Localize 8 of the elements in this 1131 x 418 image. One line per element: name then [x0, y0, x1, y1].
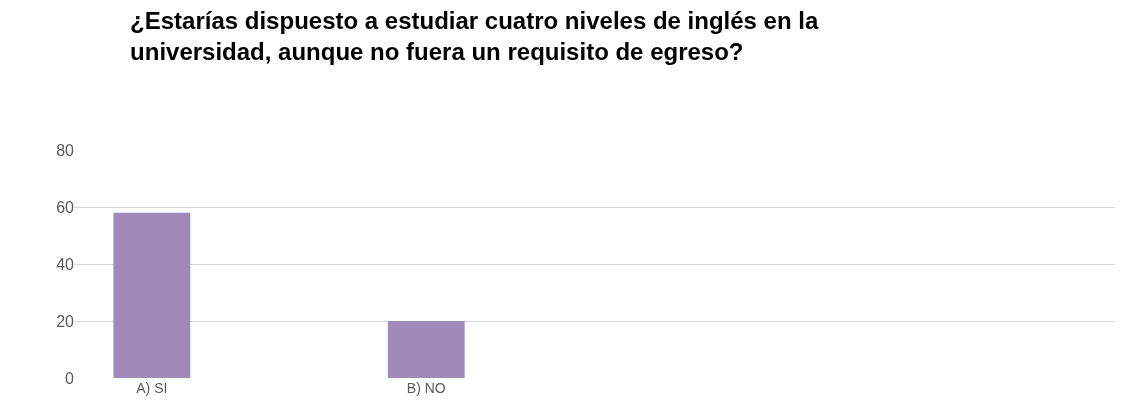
y-tick-label: 80: [56, 141, 75, 159]
x-tick-label: B) NO: [406, 380, 446, 396]
y-tick-label: 40: [56, 255, 75, 273]
x-tick-label: A) SI: [136, 380, 168, 396]
y-tick-label: 0: [65, 369, 75, 387]
y-tick-label: 20: [56, 312, 75, 330]
y-tick-label: 60: [56, 198, 75, 216]
chart-title: ¿Estarías dispuesto a estudiar cuatro niveles de inglés en la universidad, aunque no fuera un requisito de egreso?: [130, 7, 819, 66]
